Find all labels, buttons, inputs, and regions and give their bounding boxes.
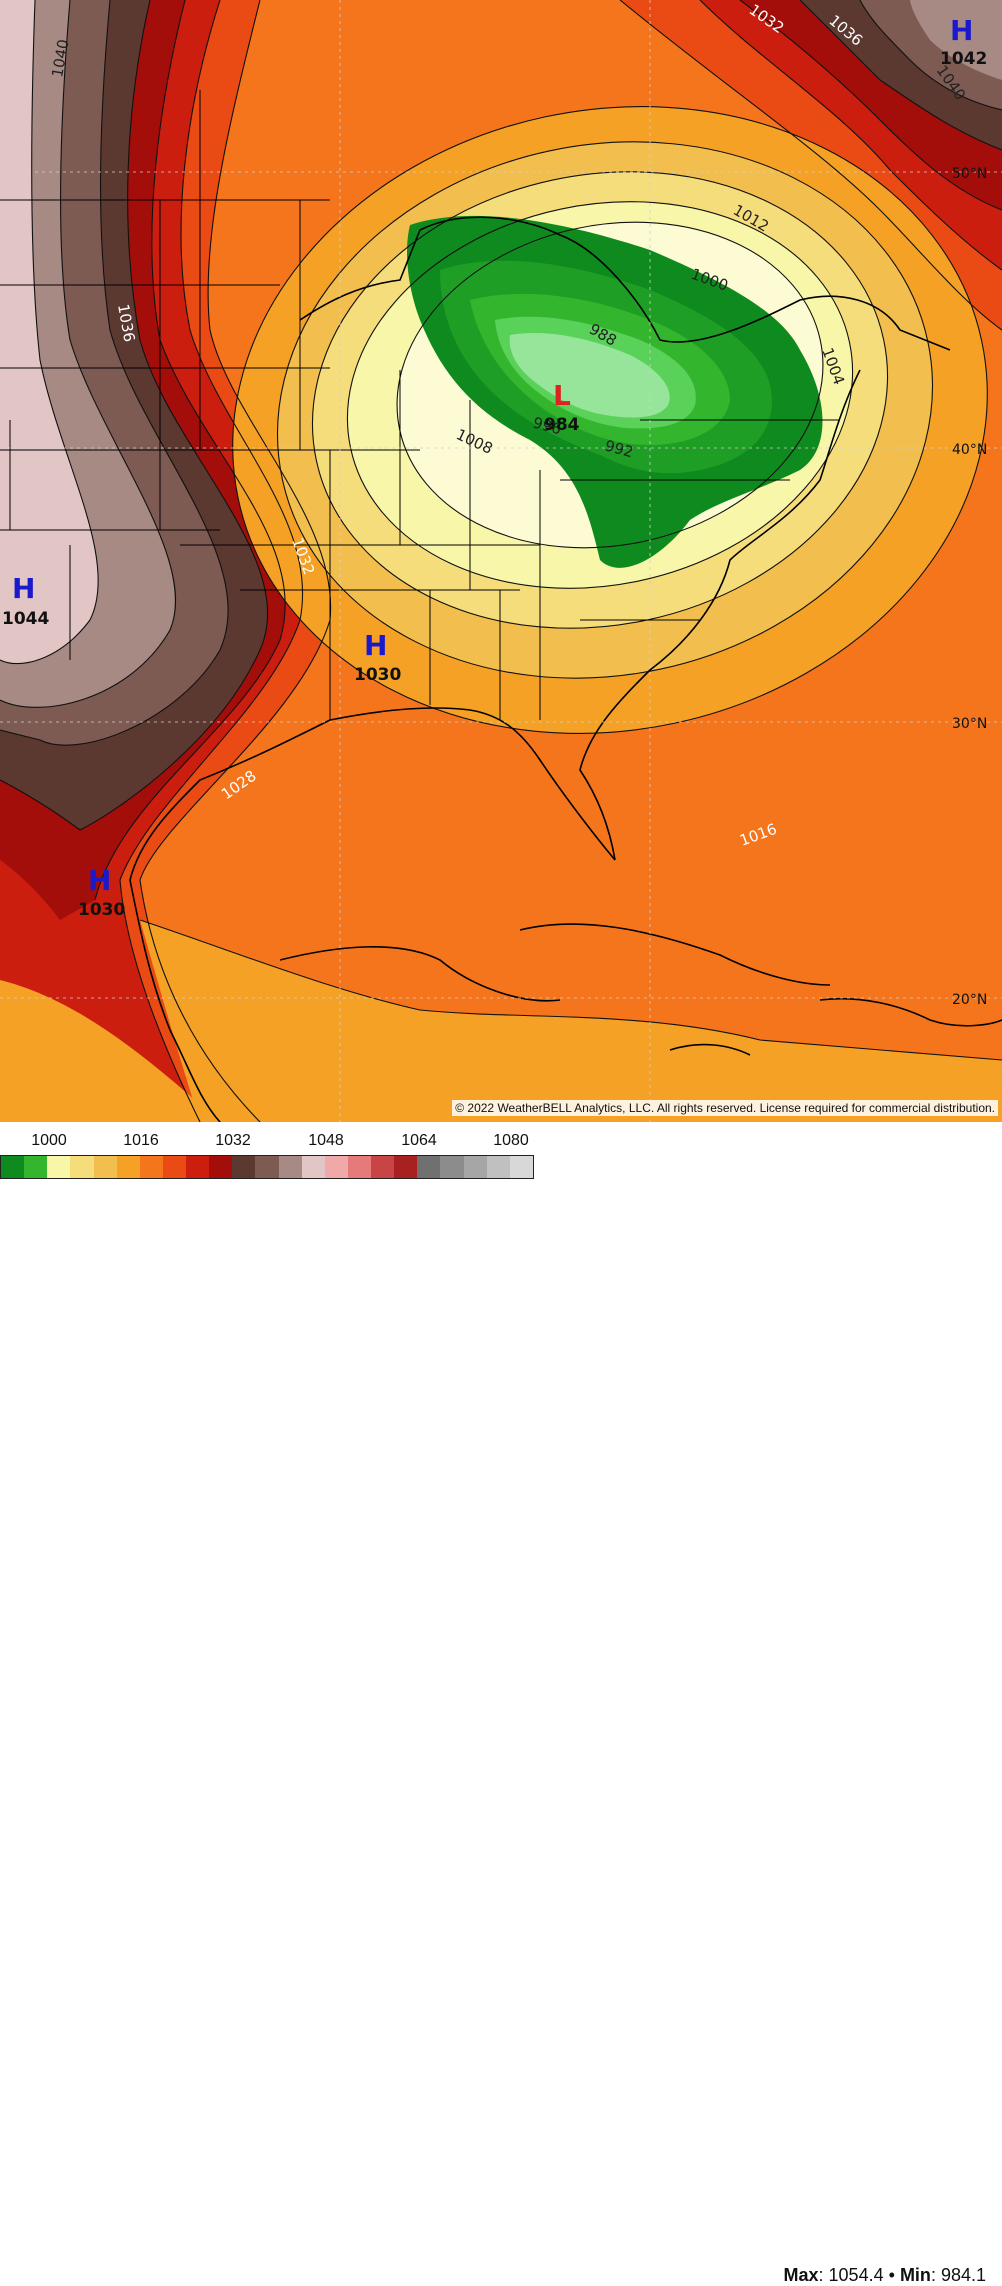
pressure-map: 1040 1036 1036 1032 1032 1028 1016 1012 … — [0, 0, 1002, 1122]
colorbar-swatch — [394, 1156, 418, 1178]
legend-tick-label: 1048 — [308, 1132, 344, 1149]
colorbar-swatch — [371, 1156, 395, 1178]
colorbar-swatch — [209, 1156, 233, 1178]
colorbar-swatch — [232, 1156, 256, 1178]
pressure-center-high-ne: H 1042 — [940, 14, 987, 69]
colorbar-swatch — [324, 1156, 348, 1178]
high-pressure-letter: H — [950, 14, 973, 47]
lat-grid — [0, 0, 1002, 1122]
colorbar-swatch — [301, 1156, 325, 1178]
colorbar-swatch — [440, 1156, 464, 1178]
colorbar-swatch — [278, 1156, 302, 1178]
colorbar-swatch — [255, 1156, 279, 1178]
high-pressure-letter: H — [88, 864, 111, 897]
colorbar-swatch — [70, 1156, 94, 1178]
lat-label-20: 20°N — [952, 992, 987, 1008]
legend-tick-label: 1000 — [31, 1132, 67, 1149]
pressure-center-high-texas: H 1030 — [78, 864, 125, 920]
band-1044 — [0, 0, 99, 664]
colorbar-swatch — [417, 1156, 441, 1178]
colorbar-swatch — [162, 1156, 186, 1178]
max-label: Max — [783, 2265, 819, 2285]
colorbar-swatch — [47, 1156, 71, 1178]
lat-label-30: 30°N — [952, 716, 987, 732]
min-label: Min — [899, 2265, 931, 2285]
pressure-center-low: L 984 — [544, 379, 580, 435]
high-pressure-value: 1030 — [78, 900, 125, 920]
copyright-notice: © 2022 WeatherBELL Analytics, LLC. All r… — [452, 1100, 998, 1116]
colorbar-swatch — [186, 1156, 210, 1178]
low-pressure-letter: L — [553, 379, 571, 412]
pressure-center-high-south: H 1030 — [354, 629, 401, 685]
pressure-colorbar — [0, 1155, 534, 1179]
high-pressure-value: 1044 — [2, 609, 49, 629]
max-min-stats: Max: 1054.4 • Min: 984.1 — [783, 2265, 987, 2285]
colorbar-swatch — [463, 1156, 487, 1178]
coastlines — [129, 216, 1002, 1122]
high-pressure-letter: H — [12, 572, 35, 605]
legend-tick-label: 1032 — [215, 1132, 251, 1149]
colorbar-swatch — [116, 1156, 140, 1178]
colorbar-swatch — [347, 1156, 371, 1178]
legend-tick-label: 1016 — [123, 1132, 159, 1149]
high-pressure-value: 1030 — [354, 665, 401, 685]
colorbar-swatch — [93, 1156, 117, 1178]
lat-label-50: 50°N — [952, 166, 987, 182]
state-borders — [0, 90, 840, 720]
legend-tick-label: 1080 — [493, 1132, 529, 1149]
colorbar-swatch — [24, 1156, 48, 1178]
colorbar-swatch — [486, 1156, 510, 1178]
min-value: 984.1 — [940, 2265, 986, 2285]
band-south-1016 — [0, 980, 220, 1122]
legend-tick-label: 1064 — [401, 1132, 437, 1149]
stats-separator: • — [888, 2265, 895, 2285]
max-value: 1054.4 — [828, 2265, 884, 2285]
pressure-center-high-west: H 1044 — [2, 572, 49, 629]
colorbar-swatch — [509, 1156, 533, 1178]
high-pressure-letter: H — [364, 629, 387, 662]
band-caribbean-1016 — [140, 920, 1002, 1122]
colorbar-swatch — [1, 1156, 25, 1178]
colorbar-swatch — [139, 1156, 163, 1178]
band-ne-1042 — [910, 0, 1002, 80]
low-pressure-value: 984 — [544, 415, 580, 435]
high-pressure-value: 1042 — [940, 49, 987, 69]
low-ring-984 — [509, 332, 670, 418]
isobar-lines — [0, 0, 1002, 1122]
mslp-contour-map: 1040 1036 1036 1032 1032 1028 1016 1012 … — [0, 0, 1002, 1122]
lat-label-40: 40°N — [952, 442, 987, 458]
